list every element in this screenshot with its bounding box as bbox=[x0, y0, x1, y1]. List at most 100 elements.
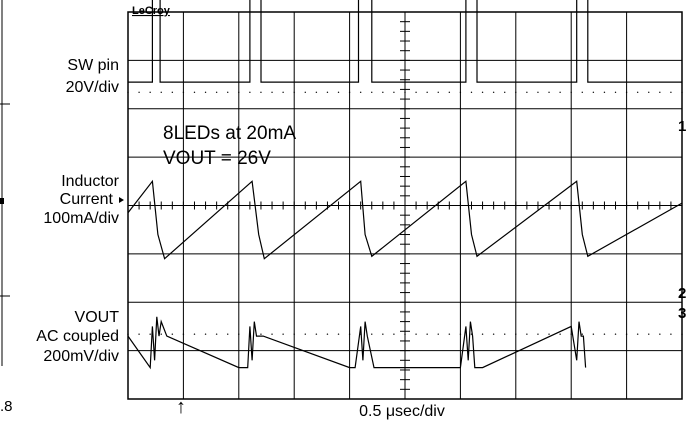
grid-dot bbox=[149, 91, 151, 94]
grid-dot bbox=[437, 333, 439, 335]
grid-dot bbox=[371, 333, 373, 335]
grid-dot bbox=[260, 333, 262, 335]
grid-dot bbox=[581, 333, 583, 335]
grid-dot bbox=[681, 91, 683, 94]
grid-dot bbox=[382, 91, 384, 94]
grid-dot bbox=[160, 333, 162, 335]
annotation-line-1: 8LEDs at 20mA bbox=[163, 123, 296, 144]
grid-dot bbox=[404, 333, 406, 335]
grid-dot bbox=[670, 333, 672, 335]
grid-dot bbox=[282, 91, 284, 94]
grid-dot bbox=[559, 333, 561, 335]
grid-dot bbox=[215, 91, 218, 94]
grid-dot bbox=[138, 91, 140, 94]
grid-dot bbox=[603, 333, 606, 335]
grid-dot bbox=[592, 333, 595, 335]
grid-dot bbox=[171, 333, 174, 335]
sw-pin-label: SW pin bbox=[67, 57, 119, 74]
grid-dot bbox=[492, 91, 495, 94]
left-edge-marker bbox=[0, 198, 4, 204]
grid-dot bbox=[625, 333, 628, 335]
grid-dot bbox=[337, 91, 340, 94]
vout-trace bbox=[127, 316, 587, 370]
grid-dot bbox=[304, 333, 306, 335]
grid-dot bbox=[193, 333, 196, 335]
grid-dot bbox=[537, 333, 539, 335]
grid-dot bbox=[614, 91, 617, 94]
vout-name: VOUT bbox=[75, 309, 120, 326]
grid-dot bbox=[614, 333, 617, 335]
grid-dot bbox=[570, 91, 572, 94]
grid-dot bbox=[636, 91, 639, 94]
grid-dot bbox=[448, 91, 451, 94]
grid-dot bbox=[636, 333, 639, 335]
grid-dot bbox=[570, 333, 572, 335]
grid-dot bbox=[537, 91, 539, 94]
channel-3-marker: 3 bbox=[678, 305, 686, 322]
grid-dot bbox=[204, 91, 207, 94]
grid-dot bbox=[326, 333, 329, 335]
grid-dot bbox=[227, 91, 229, 94]
grid-dot bbox=[182, 333, 185, 335]
grid-dot bbox=[193, 91, 196, 94]
grid-dot bbox=[426, 91, 428, 94]
grid-dot bbox=[127, 333, 129, 335]
grid-dot bbox=[293, 91, 295, 94]
grid-dot bbox=[548, 333, 550, 335]
channel-2-marker: 2 bbox=[678, 285, 686, 302]
grid-dot bbox=[315, 91, 318, 94]
grid-dot bbox=[337, 333, 340, 335]
sw-pin-trace bbox=[128, 0, 682, 83]
grid-dot bbox=[138, 333, 140, 335]
grid-dot bbox=[238, 333, 240, 335]
grid-dot bbox=[603, 91, 606, 94]
sw-pin-scale: 20V/div bbox=[66, 79, 119, 96]
grid-dot bbox=[515, 333, 517, 335]
inductor-current-label: Inductor Current 100mA/div bbox=[43, 173, 119, 227]
grid-dot bbox=[393, 91, 395, 94]
grid-dot bbox=[215, 333, 218, 335]
grid-dot bbox=[160, 91, 162, 94]
grid-dot bbox=[326, 91, 329, 94]
grid-dot bbox=[504, 91, 506, 94]
grid-dot bbox=[359, 91, 362, 94]
grid-dot bbox=[382, 333, 384, 335]
channel-1-label: SW pin 20V/div bbox=[66, 57, 119, 96]
grid-dot bbox=[481, 91, 484, 94]
grid-dot bbox=[371, 91, 373, 94]
grid-dot bbox=[581, 91, 583, 94]
grid-dot bbox=[404, 91, 406, 94]
inductor-current-trace bbox=[127, 179, 683, 260]
grid-dot bbox=[348, 333, 351, 335]
grid-dot bbox=[315, 333, 318, 335]
grid-dot bbox=[415, 333, 417, 335]
grid-dot bbox=[659, 333, 661, 335]
grid-dot bbox=[271, 91, 273, 94]
trigger-marker: ↑ bbox=[176, 396, 186, 418]
grid-dot bbox=[548, 91, 550, 94]
grid-dot bbox=[625, 91, 628, 94]
grid-dot bbox=[227, 333, 229, 335]
grid-dot bbox=[249, 91, 251, 94]
grid-dot bbox=[437, 91, 439, 94]
vout-scale: 200mV/div bbox=[43, 348, 119, 365]
grid-dot bbox=[526, 333, 528, 335]
grid-dot bbox=[448, 333, 451, 335]
timebase-label: 0.5 μsec/div bbox=[359, 403, 445, 420]
grid-dot bbox=[171, 91, 174, 94]
grid-dot bbox=[459, 333, 462, 335]
ground-marker-current bbox=[119, 197, 124, 203]
grid-dot bbox=[304, 91, 306, 94]
grid-dot bbox=[127, 91, 129, 94]
grid-dot bbox=[348, 91, 351, 94]
grid-dot bbox=[504, 333, 506, 335]
current-scale: 100mA/div bbox=[43, 210, 119, 227]
grid-dot bbox=[238, 91, 240, 94]
scope-grid bbox=[127, 11, 683, 400]
grid-dot bbox=[648, 91, 650, 94]
grid-dot bbox=[282, 333, 284, 335]
grid-dot bbox=[648, 333, 650, 335]
current-label: Current bbox=[60, 191, 114, 208]
grid-dot bbox=[659, 91, 661, 94]
